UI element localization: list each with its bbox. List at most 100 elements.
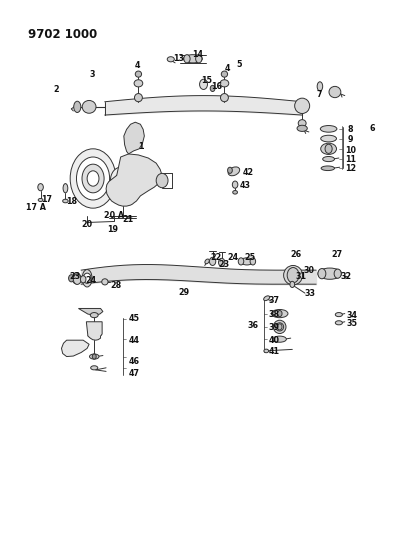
Text: 41: 41 (268, 347, 279, 356)
Text: 5: 5 (236, 60, 242, 69)
Text: 34: 34 (347, 311, 358, 320)
Ellipse shape (228, 167, 240, 176)
Ellipse shape (271, 310, 288, 318)
Ellipse shape (74, 101, 81, 112)
Polygon shape (106, 154, 162, 206)
Circle shape (115, 173, 126, 188)
Ellipse shape (62, 199, 68, 203)
Text: 27: 27 (331, 250, 342, 259)
Circle shape (72, 273, 81, 284)
Circle shape (290, 281, 295, 287)
Text: 29: 29 (179, 288, 190, 297)
Text: 15: 15 (201, 76, 212, 85)
Text: 1: 1 (139, 142, 144, 151)
Ellipse shape (329, 86, 341, 98)
Ellipse shape (90, 312, 98, 318)
Ellipse shape (38, 198, 43, 201)
Ellipse shape (221, 71, 228, 77)
Text: 6: 6 (369, 124, 375, 133)
Ellipse shape (318, 268, 342, 279)
Circle shape (73, 274, 81, 285)
Text: 37: 37 (268, 296, 279, 305)
Circle shape (111, 167, 131, 194)
Circle shape (219, 259, 225, 266)
Ellipse shape (335, 312, 342, 317)
Text: 11: 11 (346, 155, 357, 164)
Polygon shape (79, 309, 103, 315)
Circle shape (200, 79, 208, 90)
Ellipse shape (102, 279, 108, 285)
Ellipse shape (91, 366, 98, 370)
Ellipse shape (273, 320, 286, 334)
Ellipse shape (63, 183, 68, 193)
Circle shape (287, 268, 299, 283)
Circle shape (76, 157, 110, 200)
Ellipse shape (82, 100, 96, 113)
Ellipse shape (156, 173, 168, 188)
Circle shape (92, 354, 96, 359)
Text: 45: 45 (129, 314, 140, 323)
Circle shape (210, 257, 216, 265)
Text: 33: 33 (305, 289, 316, 298)
Text: 20 A: 20 A (104, 211, 124, 220)
Text: 22: 22 (210, 253, 222, 262)
Text: 7: 7 (317, 90, 322, 99)
Circle shape (277, 311, 282, 317)
Text: 40: 40 (268, 336, 279, 345)
Text: 21: 21 (122, 215, 134, 224)
Ellipse shape (318, 269, 326, 279)
Text: 26: 26 (291, 250, 302, 259)
Text: 46: 46 (129, 357, 140, 366)
Ellipse shape (220, 80, 229, 87)
Ellipse shape (273, 336, 286, 342)
Circle shape (82, 164, 104, 193)
Ellipse shape (276, 323, 284, 331)
Ellipse shape (321, 143, 337, 155)
Ellipse shape (134, 80, 143, 87)
Ellipse shape (317, 82, 323, 91)
Ellipse shape (334, 269, 341, 278)
Ellipse shape (321, 135, 337, 142)
Text: 38: 38 (268, 310, 279, 319)
Ellipse shape (90, 354, 99, 359)
Text: 2: 2 (53, 85, 59, 94)
Ellipse shape (183, 55, 202, 63)
Circle shape (69, 274, 74, 282)
Text: 35: 35 (347, 319, 358, 328)
Text: 3: 3 (89, 70, 95, 78)
Text: 47: 47 (129, 369, 140, 378)
Ellipse shape (321, 166, 335, 171)
Text: 30: 30 (303, 266, 314, 275)
Text: 25: 25 (244, 253, 255, 262)
Ellipse shape (264, 349, 269, 353)
Text: 19: 19 (108, 225, 119, 234)
Circle shape (210, 85, 215, 92)
Text: 13: 13 (173, 54, 184, 63)
Circle shape (38, 183, 43, 191)
Text: 9702 1000: 9702 1000 (28, 28, 97, 41)
Ellipse shape (298, 119, 306, 127)
Circle shape (83, 273, 91, 284)
Ellipse shape (135, 71, 141, 77)
Ellipse shape (335, 321, 342, 325)
Ellipse shape (205, 259, 209, 264)
Ellipse shape (220, 94, 229, 102)
Text: 12: 12 (346, 164, 357, 173)
Text: 17: 17 (41, 196, 52, 205)
Ellipse shape (184, 55, 190, 63)
Text: 8: 8 (348, 125, 353, 134)
Text: 32: 32 (341, 272, 352, 281)
Circle shape (277, 324, 282, 330)
Ellipse shape (323, 157, 335, 161)
Text: 16: 16 (211, 82, 222, 91)
Text: 23: 23 (219, 260, 230, 269)
Circle shape (325, 144, 332, 154)
Ellipse shape (196, 55, 202, 63)
Ellipse shape (295, 98, 309, 114)
Ellipse shape (238, 258, 244, 265)
Text: 24: 24 (228, 253, 239, 262)
Circle shape (228, 167, 232, 173)
Ellipse shape (240, 258, 253, 265)
Polygon shape (86, 322, 102, 340)
Text: 23: 23 (69, 272, 81, 281)
